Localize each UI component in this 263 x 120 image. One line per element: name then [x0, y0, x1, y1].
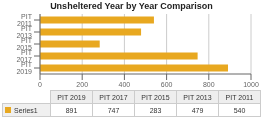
svg-text:0: 0 — [38, 81, 42, 88]
svg-text:PIT2011: PIT2011 — [17, 13, 33, 27]
html-text:540: 540 — [233, 106, 246, 114]
html-text:PIT 2019: PIT 2019 — [57, 93, 86, 101]
svg-text:PIT2017: PIT2017 — [16, 49, 32, 63]
svg-text:400: 400 — [119, 81, 131, 88]
svg-text:PIT2019: PIT2019 — [16, 61, 32, 75]
html-text:891: 891 — [65, 106, 78, 114]
html-text:PIT 2017: PIT 2017 — [99, 93, 128, 101]
html-text:Series1: Series1 — [14, 106, 38, 114]
svg-text:600: 600 — [161, 81, 173, 88]
html-text:283: 283 — [149, 106, 162, 114]
svg-text:200: 200 — [76, 81, 88, 88]
html-text:747: 747 — [107, 106, 120, 114]
svg-text:1000: 1000 — [243, 81, 255, 88]
svg-text:PIT2015: PIT2015 — [16, 37, 32, 51]
html-text:PIT 2015: PIT 2015 — [141, 93, 170, 101]
svg-text:800: 800 — [203, 81, 215, 88]
html-text:Unsheltered Year by Year Compa: Unsheltered Year by Year Comparison — [50, 1, 213, 11]
html-text:PIT 2013: PIT 2013 — [183, 93, 212, 101]
html-text:479: 479 — [191, 106, 204, 114]
html-text:PIT 2011: PIT 2011 — [225, 93, 254, 101]
svg-text:PIT2013: PIT2013 — [16, 25, 32, 39]
